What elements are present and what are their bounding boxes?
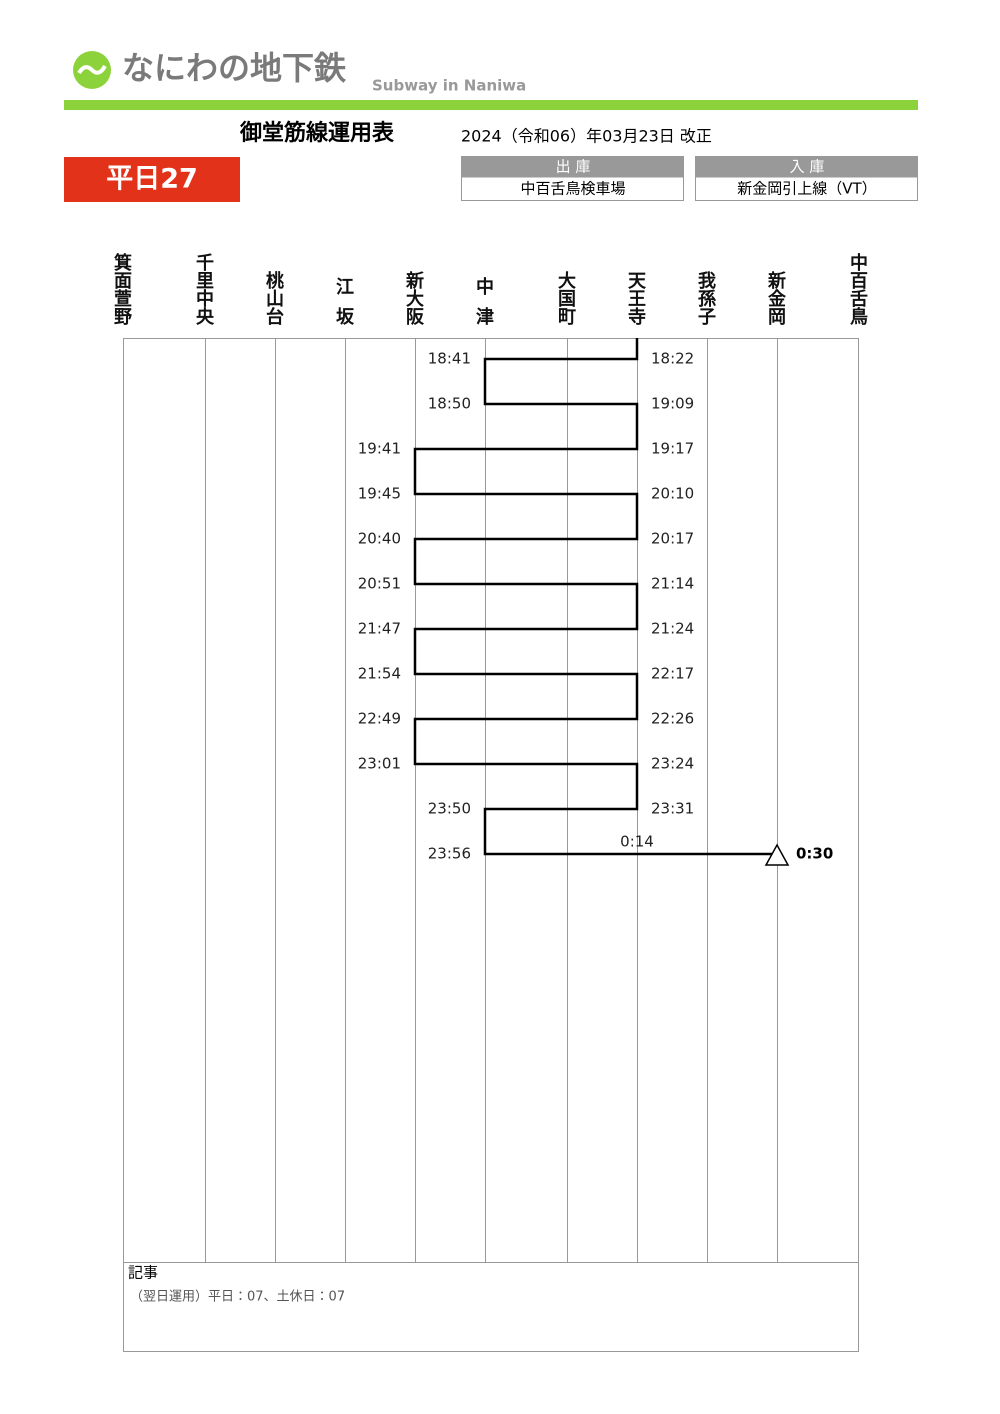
station-char: 孫 <box>698 289 716 310</box>
station-char: 町 <box>558 307 576 328</box>
time-label: 21:47 <box>358 620 401 638</box>
station-char: 野 <box>114 307 132 328</box>
station-char: 面 <box>114 271 132 292</box>
station-char: 箕 <box>114 253 132 274</box>
station-label: 新大阪 <box>406 273 424 327</box>
station-label: 中百舌鳥 <box>850 255 868 327</box>
station-char: 里 <box>196 271 214 292</box>
time-label: 20:51 <box>358 575 401 593</box>
time-label: 23:56 <box>428 845 471 863</box>
station-char: 津 <box>476 307 494 328</box>
station-char: 大 <box>558 271 576 292</box>
time-label: 21:24 <box>651 620 694 638</box>
station-char: 江 <box>336 277 354 298</box>
badge-bg <box>64 157 240 202</box>
logo-text: なにわの地下鉄 <box>122 49 347 87</box>
station-char: 我 <box>698 271 716 292</box>
station-label: 天王寺 <box>628 273 646 327</box>
station-char: 大 <box>406 289 424 310</box>
station-char: 舌 <box>850 289 868 310</box>
station-char: 子 <box>698 307 716 328</box>
time-label: 18:50 <box>428 395 471 413</box>
train-route <box>413 338 777 856</box>
time-label: 23:31 <box>651 800 694 818</box>
station-label: 江坂 <box>336 279 354 327</box>
time-label: 20:17 <box>651 530 694 548</box>
arrive-value: 新金岡引上線（VT） <box>737 180 876 198</box>
time-label: 20:10 <box>651 485 694 503</box>
arrival-marker <box>764 843 790 866</box>
time-label: 19:17 <box>651 440 694 458</box>
station-char: 岡 <box>768 307 786 328</box>
arrive-label: 入 庫 <box>790 158 825 176</box>
remarks-text: （翌日運用）平日：07、土休日：07 <box>130 1290 345 1305</box>
title: 御堂筋線運用表 <box>239 120 395 146</box>
station-label: 桃山台 <box>266 273 284 327</box>
depart-value: 中百舌鳥検車場 <box>520 180 625 198</box>
station-char: 鳥 <box>850 307 868 328</box>
badge: 平日27 <box>106 164 198 195</box>
station-label: 箕面萱野 <box>114 255 132 327</box>
station-char: 国 <box>558 289 576 310</box>
time-label: 21:14 <box>651 575 694 593</box>
station-char: 央 <box>196 307 214 328</box>
station-char: 新 <box>406 271 424 292</box>
arrive-head <box>695 156 918 178</box>
time-label: 23:24 <box>651 755 694 773</box>
time-label: 22:17 <box>651 665 694 683</box>
time-label: 20:40 <box>358 530 401 548</box>
time-label: 18:41 <box>428 350 471 368</box>
table-frame <box>123 338 859 1352</box>
station-char: 百 <box>850 271 868 292</box>
station-label: 大国町 <box>558 273 576 327</box>
station-char: 天 <box>628 271 646 292</box>
station-label: 中津 <box>476 279 494 327</box>
time-label: 21:54 <box>358 665 401 683</box>
station-char: 山 <box>266 289 284 310</box>
arrival-time: 0:30 <box>796 845 833 863</box>
header-bar <box>64 100 918 110</box>
depart-head <box>461 156 684 178</box>
logo-wave <box>77 64 107 75</box>
remarks-label: 記事 <box>128 1264 158 1282</box>
station-char: 千 <box>196 253 214 274</box>
station-label: 新金岡 <box>768 273 786 327</box>
station-char: 阪 <box>406 307 424 328</box>
revision: 2024（令和06）年03月23日 改正 <box>461 127 712 146</box>
time-label: 19:41 <box>358 440 401 458</box>
station-char: 台 <box>266 307 284 328</box>
station-char: 坂 <box>336 307 354 328</box>
depart-label: 出 庫 <box>556 158 591 176</box>
time-label: 19:45 <box>358 485 401 503</box>
station-char: 金 <box>768 289 786 310</box>
time-label: 18:22 <box>651 350 694 368</box>
time-label: 23:50 <box>428 800 471 818</box>
station-char: 桃 <box>266 271 284 292</box>
station-label: 我孫子 <box>698 273 716 327</box>
station-label: 千里中央 <box>196 255 214 327</box>
time-label: 19:09 <box>651 395 694 413</box>
station-char: 寺 <box>628 307 646 328</box>
time-label: 23:01 <box>358 755 401 773</box>
time-label: 22:26 <box>651 710 694 728</box>
pass-time: 0:14 <box>620 833 654 851</box>
station-char: 中 <box>196 289 214 310</box>
station-char: 中 <box>476 277 494 298</box>
time-label: 22:49 <box>358 710 401 728</box>
station-char: 中 <box>850 253 868 274</box>
logo-subtitle: Subway in Naniwa <box>372 77 526 95</box>
station-char: 萱 <box>114 289 132 310</box>
station-char: 王 <box>628 289 646 310</box>
station-char: 新 <box>768 271 786 292</box>
